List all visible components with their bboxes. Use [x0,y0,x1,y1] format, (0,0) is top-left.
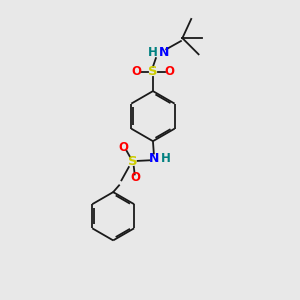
Text: S: S [128,155,137,168]
Text: N: N [159,46,169,59]
Text: N: N [149,152,160,165]
Text: H: H [148,46,158,59]
Text: O: O [118,141,128,154]
Text: S: S [148,65,158,79]
Text: O: O [164,65,174,79]
Text: O: O [132,65,142,79]
Text: H: H [161,152,170,165]
Text: O: O [130,172,140,184]
